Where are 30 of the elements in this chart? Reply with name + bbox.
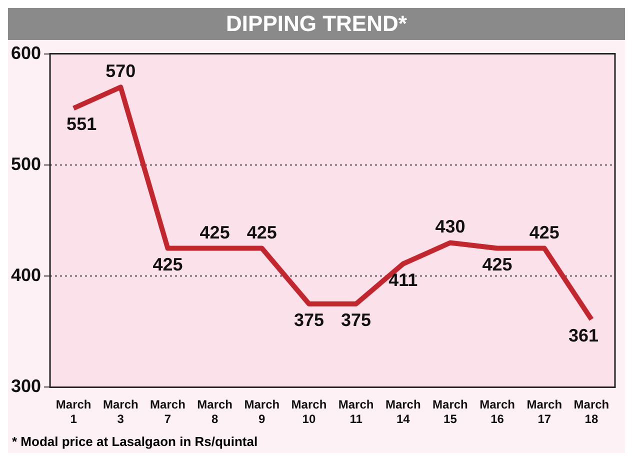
data-label: 551 <box>66 114 97 134</box>
data-label: 425 <box>529 222 560 242</box>
chart-title: DIPPING TREND* <box>8 8 625 40</box>
y-tick-label: 600 <box>10 42 42 63</box>
x-tick-label: March 17 <box>526 398 562 426</box>
x-tick-label: March 18 <box>574 398 610 426</box>
y-tick-label: 300 <box>10 376 42 396</box>
data-label: 425 <box>482 254 512 274</box>
x-tick-label: March 14 <box>385 398 421 426</box>
x-tick-label: March 11 <box>338 398 374 426</box>
text: * Modal price at Lasalgaon in Rs/quintal <box>11 433 259 451</box>
x-tick-label: March 3 <box>102 398 138 426</box>
x-tick-label: March 1 <box>56 398 92 426</box>
data-label: 425 <box>246 222 277 242</box>
data-label: 375 <box>341 310 372 330</box>
data-label: 425 <box>152 254 183 274</box>
data-label: 411 <box>388 270 418 290</box>
x-tick-label: March 15 <box>432 398 468 426</box>
y-tick-label: 400 <box>10 265 42 286</box>
x-tick-label: March 16 <box>480 398 515 426</box>
x-tick-label: March 9 <box>244 398 280 426</box>
y-tick-label: 500 <box>10 154 42 174</box>
data-label: 425 <box>200 222 230 242</box>
data-label: 361 <box>568 325 598 346</box>
data-label: 570 <box>106 61 136 82</box>
data-label: 375 <box>294 310 324 330</box>
data-label: 430 <box>435 216 466 237</box>
x-tick-label: March 7 <box>150 398 186 426</box>
x-tick-label: March 8 <box>197 398 232 426</box>
x-tick-label: March 10 <box>291 398 327 426</box>
